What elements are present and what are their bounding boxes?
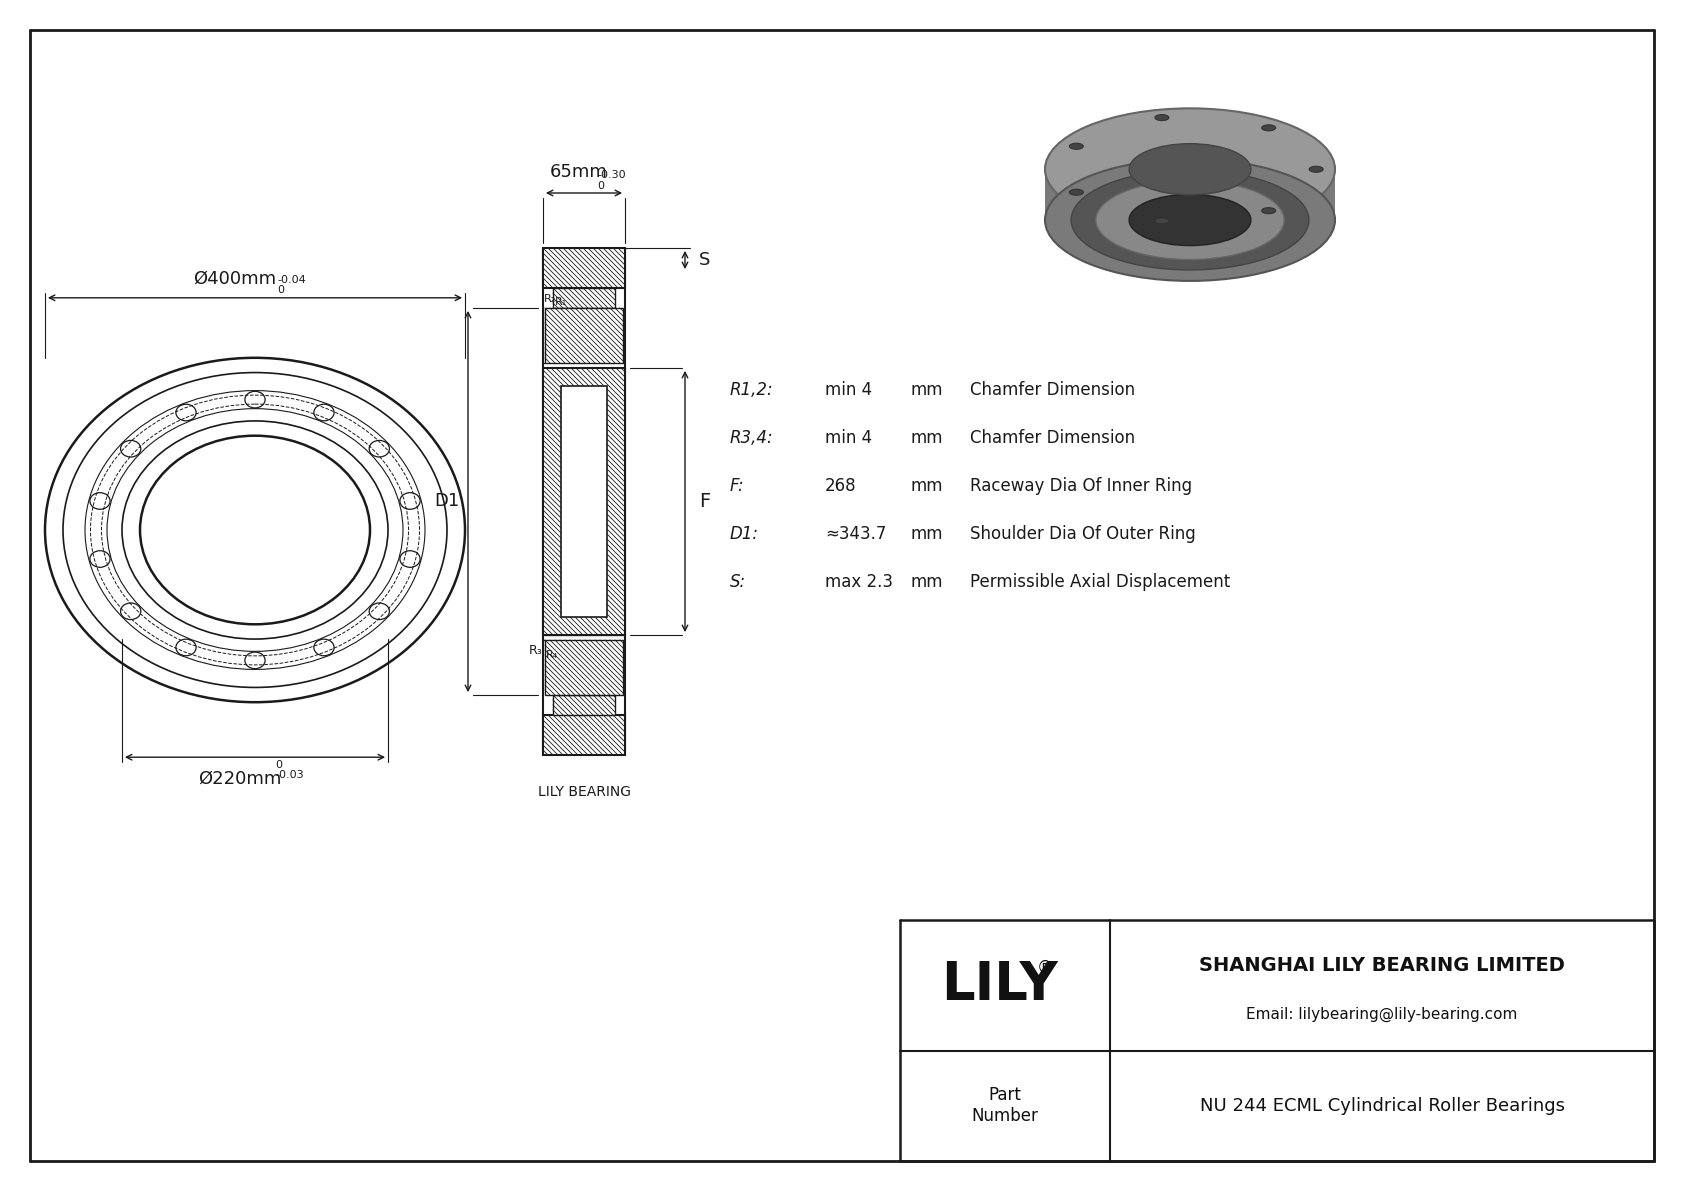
Text: mm: mm (909, 429, 943, 447)
Bar (546, 640, 623, 696)
Text: mm: mm (909, 381, 943, 399)
Ellipse shape (1308, 167, 1324, 173)
Text: ®: ® (1037, 959, 1052, 977)
Text: LILY BEARING: LILY BEARING (537, 785, 630, 799)
Text: mm: mm (909, 478, 943, 495)
Text: ≈343.7: ≈343.7 (825, 525, 886, 543)
Ellipse shape (1261, 207, 1276, 213)
Text: Permissible Axial Displacement: Permissible Axial Displacement (970, 573, 1231, 591)
Ellipse shape (1046, 160, 1335, 281)
Ellipse shape (1128, 144, 1251, 195)
Text: R₄: R₄ (546, 650, 559, 660)
Ellipse shape (1046, 108, 1335, 230)
Text: mm: mm (909, 525, 943, 543)
Text: 268: 268 (825, 478, 857, 495)
Bar (552, 696, 615, 715)
Ellipse shape (1261, 125, 1276, 131)
Text: Chamfer Dimension: Chamfer Dimension (970, 429, 1135, 447)
Text: R3,4:: R3,4: (729, 429, 773, 447)
Text: F:: F: (729, 478, 744, 495)
Text: -0.30: -0.30 (598, 170, 626, 180)
Bar (542, 368, 625, 635)
Bar (542, 248, 625, 288)
Text: Raceway Dia Of Inner Ring: Raceway Dia Of Inner Ring (970, 478, 1192, 495)
Bar (546, 308, 623, 363)
Bar (542, 715, 625, 755)
Text: R₁: R₁ (556, 297, 568, 307)
Text: S: S (699, 251, 711, 269)
Text: -0.03: -0.03 (274, 771, 303, 780)
Ellipse shape (1155, 218, 1169, 224)
Text: D1: D1 (434, 493, 460, 511)
Text: R1,2:: R1,2: (729, 381, 773, 399)
Ellipse shape (1071, 170, 1308, 270)
Text: min 4: min 4 (825, 429, 872, 447)
Text: 65mm: 65mm (551, 163, 608, 181)
Text: 0: 0 (276, 285, 285, 295)
Text: Ø400mm: Ø400mm (194, 270, 276, 288)
Text: R₃: R₃ (529, 644, 542, 657)
Text: SHANGHAI LILY BEARING LIMITED: SHANGHAI LILY BEARING LIMITED (1199, 956, 1564, 975)
Ellipse shape (1069, 189, 1083, 195)
Ellipse shape (1128, 194, 1251, 245)
Text: Email: lilybearing@lily-bearing.com: Email: lilybearing@lily-bearing.com (1246, 1006, 1517, 1022)
Text: Ø220mm: Ø220mm (199, 769, 281, 787)
Text: Chamfer Dimension: Chamfer Dimension (970, 381, 1135, 399)
Text: min 4: min 4 (825, 381, 872, 399)
Text: Shoulder Dia Of Outer Ring: Shoulder Dia Of Outer Ring (970, 525, 1196, 543)
Text: 0: 0 (274, 760, 281, 771)
Ellipse shape (1069, 143, 1083, 149)
Text: S:: S: (729, 573, 746, 591)
Polygon shape (1046, 169, 1335, 220)
Ellipse shape (1096, 180, 1285, 260)
Ellipse shape (1155, 114, 1169, 120)
Text: 0: 0 (598, 181, 605, 191)
Text: F: F (699, 492, 711, 511)
Text: NU 244 ECML Cylindrical Roller Bearings: NU 244 ECML Cylindrical Roller Bearings (1199, 1097, 1564, 1115)
Bar (561, 386, 606, 617)
Text: mm: mm (909, 573, 943, 591)
Text: -0.04: -0.04 (276, 275, 306, 285)
Text: Part
Number: Part Number (972, 1086, 1039, 1125)
Text: D1:: D1: (729, 525, 759, 543)
Bar (552, 288, 615, 308)
Text: R₂: R₂ (544, 294, 556, 304)
Text: max 2.3: max 2.3 (825, 573, 893, 591)
Text: LILY: LILY (941, 959, 1058, 1011)
